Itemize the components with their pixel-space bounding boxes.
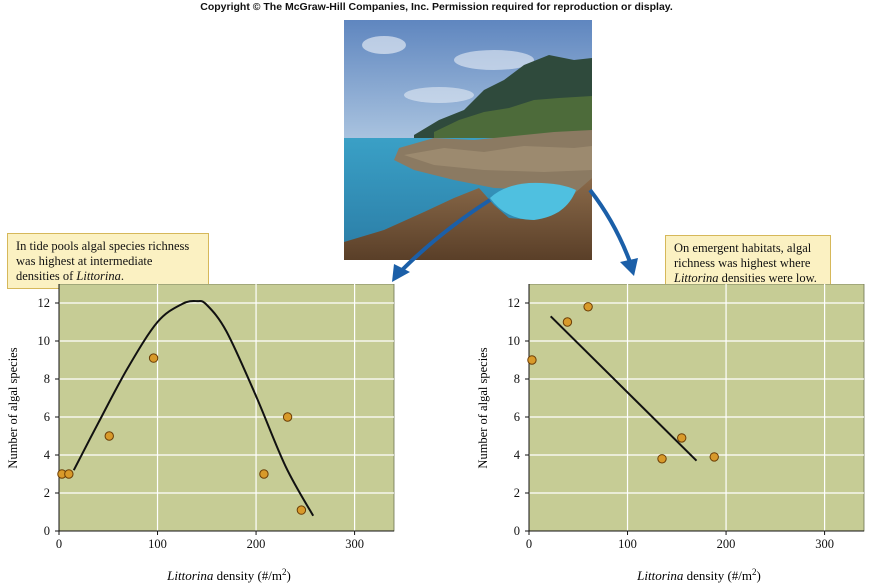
callout-tide-pools-line-3: densities of Littorina. (16, 269, 200, 284)
callout-emergent-line-3: Littorina densities were low. (674, 271, 822, 286)
callout-emergent-habitats: On emergent habitats, algal richness was… (665, 235, 831, 291)
data-point (657, 454, 667, 464)
shoreline-illustration (344, 20, 592, 260)
x-tick-label: 0 (56, 537, 62, 551)
data-points (527, 302, 719, 464)
y-axis-label: Number of algal species (476, 347, 490, 468)
callout-emergent-line-2: richness was highest where (674, 256, 811, 270)
x-axis-label-text: density (#/m (213, 568, 282, 583)
y-tick-label: 6 (514, 410, 520, 424)
data-point (64, 469, 74, 479)
y-tick-label: 10 (38, 334, 51, 348)
x-axis-label-exponent: 2 (282, 567, 287, 577)
chart-emergent-habitats: 0 2 4 6 8 10 12 0 100 200 300 Number of algal spec… (476, 284, 865, 583)
x-tick-label: 0 (526, 537, 532, 551)
y-tick-label: 8 (44, 372, 50, 386)
y-tick-label: 0 (44, 524, 50, 538)
grid-lines (59, 284, 394, 531)
y-tick-label: 0 (514, 524, 520, 538)
data-point (104, 431, 114, 441)
data-point (583, 302, 593, 312)
callout-emergent-line-1: On emergent habitats, algal (674, 241, 812, 255)
arrow-to-emergent-plot (588, 188, 632, 263)
x-axis-label-taxon: Littorina (166, 568, 214, 583)
data-point (296, 505, 307, 515)
y-axis-label: Number of algal species (6, 347, 20, 468)
y-tick-label: 8 (514, 372, 520, 386)
data-point (709, 452, 719, 462)
axis-ticks: 0 2 4 6 8 10 12 0 100 200 300 (508, 284, 864, 551)
x-tick-label: 100 (618, 537, 637, 551)
y-tick-label: 4 (514, 448, 521, 462)
data-point (677, 433, 687, 443)
x-tick-label: 300 (345, 537, 364, 551)
y-tick-label: 4 (44, 448, 51, 462)
callout-emergent-taxon: Littorina (674, 271, 719, 285)
axis-ticks: 0 2 4 6 8 10 12 0 100 200 300 (38, 284, 394, 551)
x-tick-label: 200 (247, 537, 266, 551)
arrow-to-tide-pool-plot-head (392, 264, 410, 282)
x-axis-label-close: ) (287, 568, 291, 583)
callout-tide-pools: In tide pools algal species richness was… (7, 233, 209, 289)
x-axis-label-close: ) (757, 568, 761, 583)
x-axis-label: Littorina density (#/m2) (636, 567, 761, 583)
data-point (562, 317, 573, 327)
x-axis-label: Littorina density (#/m2) (166, 567, 291, 583)
x-axis-label-text: density (#/m (683, 568, 752, 583)
data-point (148, 353, 159, 363)
callout-tide-pools-line-3-prefix: densities of (16, 269, 77, 283)
x-tick-label: 300 (815, 537, 834, 551)
y-tick-label: 12 (508, 296, 521, 310)
y-tick-label: 2 (44, 486, 50, 500)
x-tick-label: 200 (717, 537, 736, 551)
x-axis-label-exponent: 2 (752, 567, 757, 577)
plot-area (528, 284, 865, 532)
plot-area (58, 284, 395, 532)
y-tick-label: 2 (514, 486, 520, 500)
chart-tide-pools: 0 2 4 6 8 10 12 0 100 200 300 Number of algal spec… (6, 284, 395, 583)
fitted-line (549, 315, 698, 462)
y-tick-label: 10 (508, 334, 521, 348)
callout-tide-pools-line-3-suffix: . (120, 269, 125, 283)
data-point (282, 412, 293, 422)
y-tick-label: 12 (38, 296, 51, 310)
callout-tide-pools-taxon: Littorina (76, 269, 121, 283)
grid-lines (529, 284, 864, 531)
data-points (57, 353, 307, 515)
callout-emergent-line-3-suffix: densities were low. (718, 271, 817, 285)
callout-tide-pools-line-1: In tide pools algal species richness (16, 239, 190, 253)
y-tick-label: 6 (44, 410, 50, 424)
data-point (259, 469, 269, 479)
fitted-curve (72, 299, 315, 517)
copyright-notice: Copyright © The McGraw-Hill Companies, I… (200, 1, 673, 13)
callout-tide-pools-line-2: was highest at intermediate (16, 254, 153, 268)
data-point (527, 355, 537, 365)
arrow-to-emergent-plot-head (620, 258, 638, 276)
x-tick-label: 100 (148, 537, 167, 551)
x-axis-label-taxon: Littorina (636, 568, 684, 583)
